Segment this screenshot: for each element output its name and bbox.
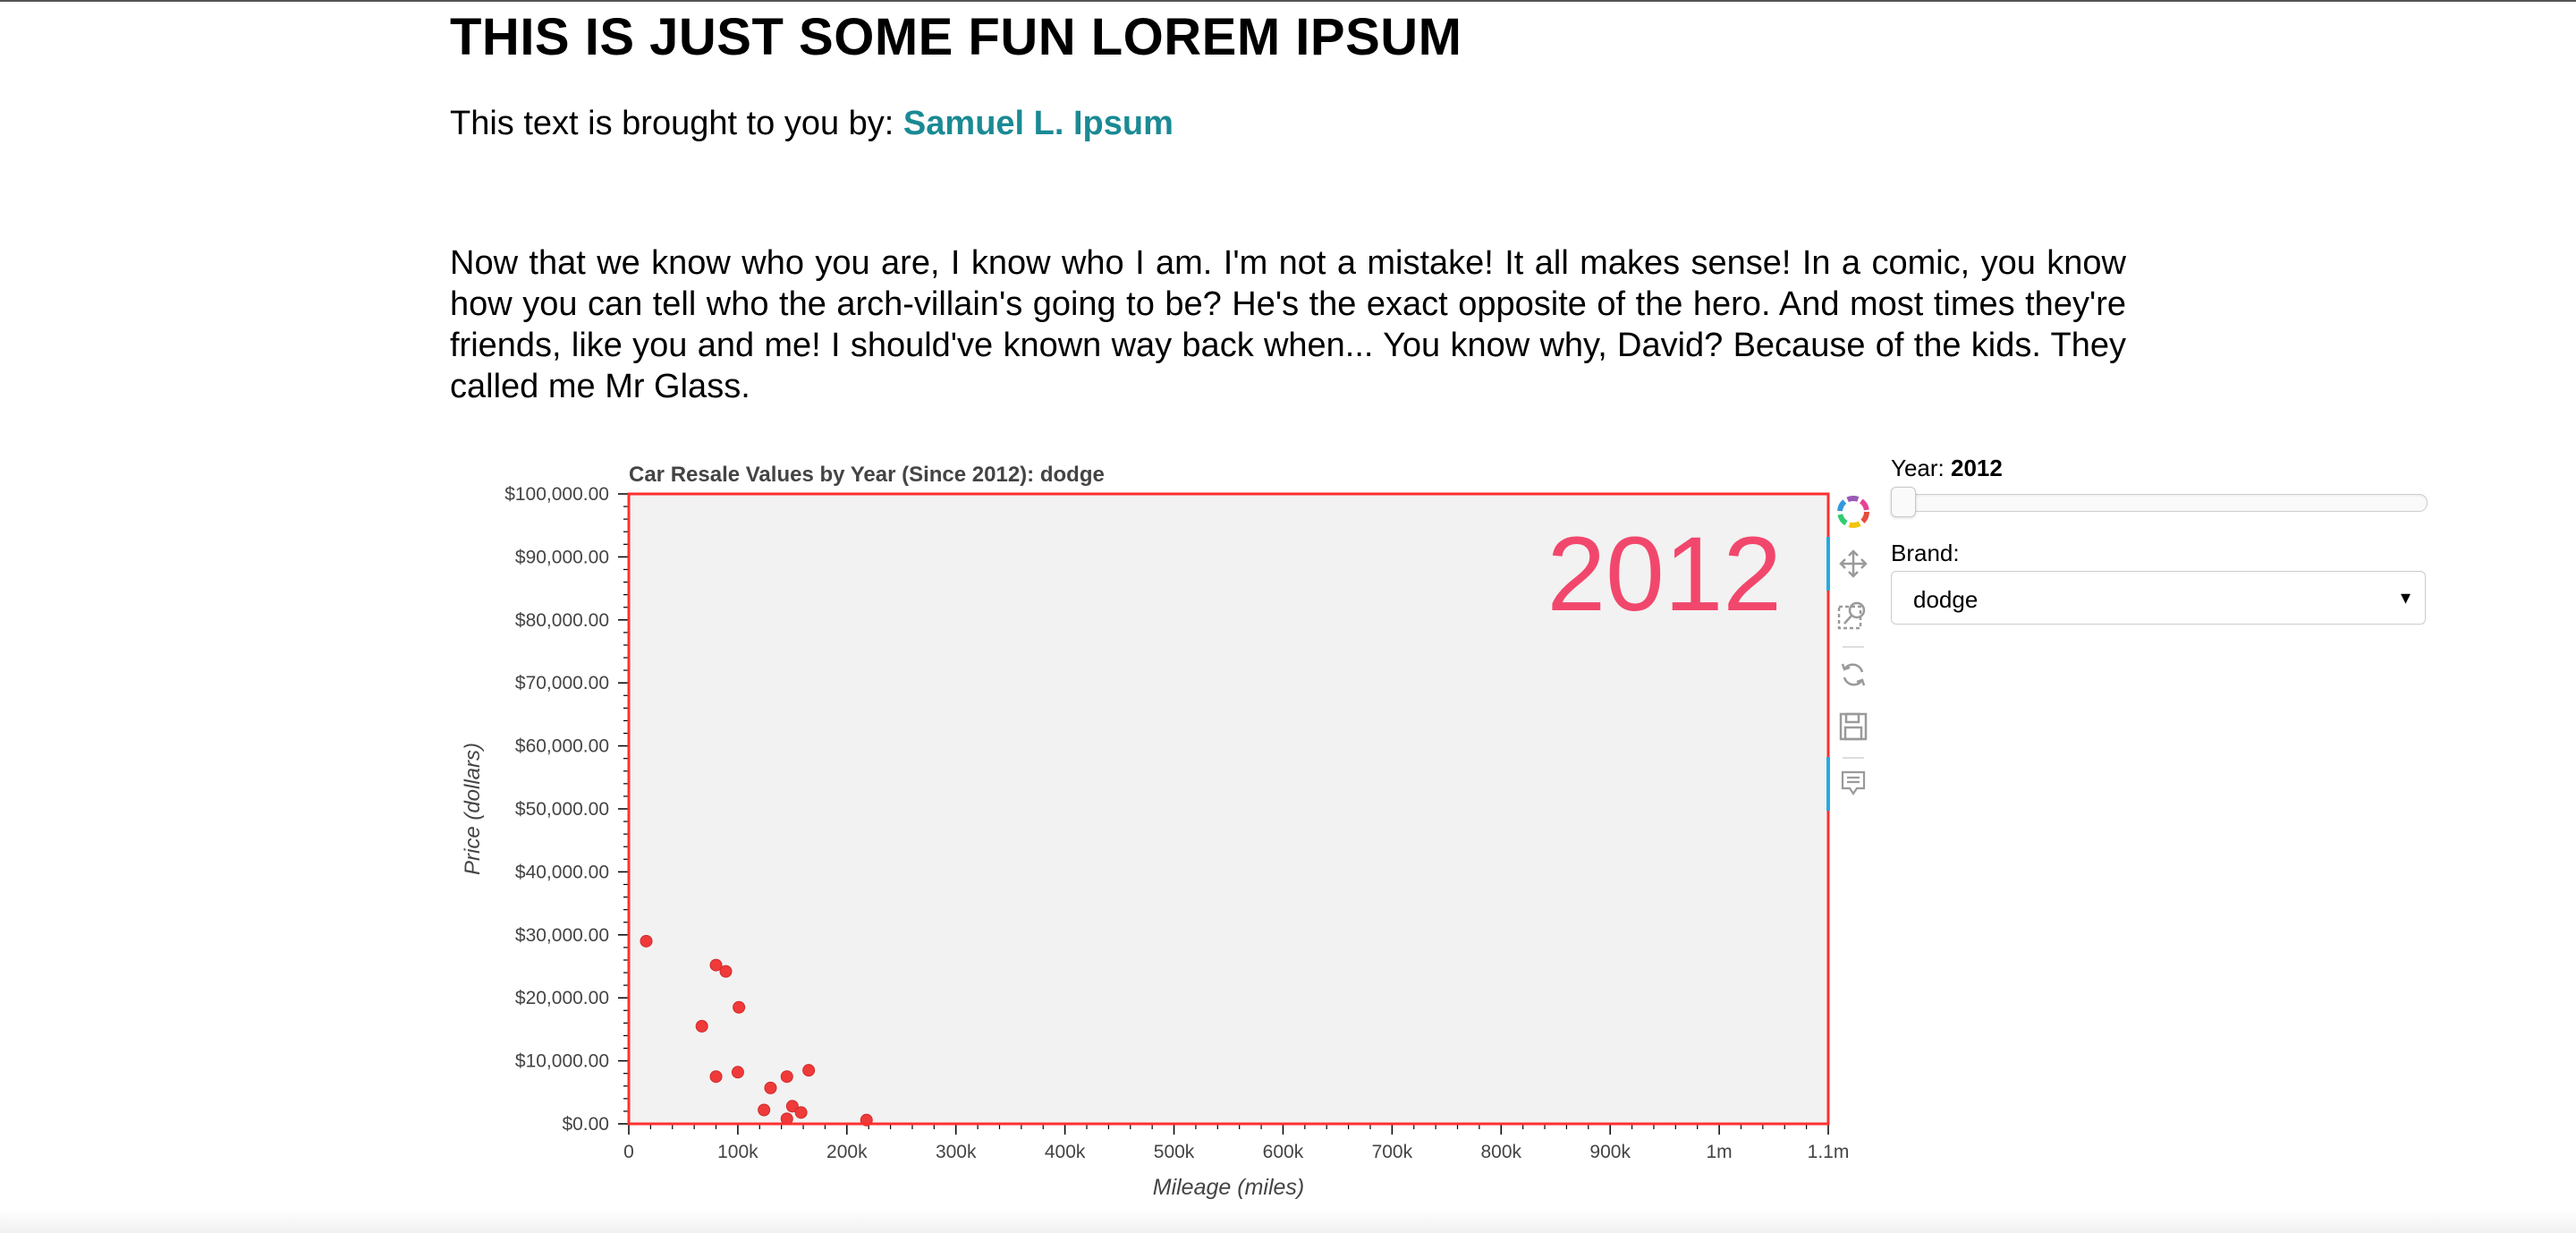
data-point <box>758 1103 771 1117</box>
data-point <box>731 1066 744 1079</box>
author-link[interactable]: Samuel L. Ipsum <box>902 105 1174 142</box>
x-tick-label: 1m <box>1706 1142 1732 1162</box>
x-tick-label: 0 <box>623 1142 634 1162</box>
y-tick-label: $10,000.00 <box>515 1051 609 1072</box>
x-axis-label: Mileage (miles) <box>1153 1175 1304 1200</box>
page-title: THIS IS JUST SOME FUN LOREM IPSUM <box>450 8 1462 66</box>
brand-label: Brand: <box>1891 540 1960 566</box>
year-slider[interactable] <box>1891 494 2428 512</box>
data-point <box>733 1000 746 1014</box>
data-point <box>719 965 733 978</box>
pan-icon[interactable] <box>1832 542 1875 585</box>
body-paragraph: Now that we know who you are, I know who… <box>450 244 2126 405</box>
year-label: Year: 2012 <box>1891 455 2003 481</box>
x-tick-label: 1.1m <box>1808 1142 1850 1162</box>
x-tick-label: 400k <box>1045 1142 1086 1162</box>
box-zoom-icon[interactable] <box>1832 594 1875 637</box>
data-point <box>764 1081 777 1094</box>
data-point <box>640 934 653 948</box>
data-point <box>780 1070 793 1084</box>
y-axis-label: Price (dollars) <box>461 743 485 875</box>
y-tick-label: $40,000.00 <box>515 862 609 882</box>
x-tick-label: 200k <box>826 1142 868 1162</box>
chart-title: Car Resale Values by Year (Since 2012): … <box>629 463 1105 487</box>
x-tick-label: 500k <box>1154 1142 1195 1162</box>
brand-select-value: dodge <box>1913 586 1979 613</box>
page-bottom-shadow <box>0 1210 2576 1233</box>
bokeh-logo-icon[interactable] <box>1832 490 1875 533</box>
y-tick-label: $70,000.00 <box>515 673 609 693</box>
byline: This text is brought to you by: Samuel L… <box>450 100 1174 147</box>
active-tool-indicator <box>1826 537 1830 591</box>
brand-select[interactable]: dodge ▾ <box>1891 571 2426 625</box>
y-tick-label: $0.00 <box>562 1114 609 1135</box>
plot-area <box>629 494 1828 1124</box>
data-point <box>709 1070 723 1084</box>
y-tick-label: $100,000.00 <box>504 484 609 505</box>
y-tick-label: $50,000.00 <box>515 799 609 820</box>
x-tick-label: 700k <box>1372 1142 1413 1162</box>
x-tick-label: 900k <box>1589 1142 1631 1162</box>
byline-prefix: This text is brought to you by: <box>450 105 894 142</box>
hover-icon[interactable] <box>1832 762 1875 805</box>
year-value: 2012 <box>1951 455 2003 481</box>
year-slider-handle[interactable] <box>1891 487 1916 517</box>
x-tick-label: 600k <box>1263 1142 1304 1162</box>
y-tick-label: $60,000.00 <box>515 736 609 757</box>
active-tool-indicator <box>1826 757 1830 811</box>
toolbar-divider <box>1843 757 1864 759</box>
y-tick-label: $20,000.00 <box>515 988 609 1008</box>
y-tick-label: $90,000.00 <box>515 547 609 567</box>
save-icon[interactable] <box>1832 705 1875 748</box>
data-point <box>802 1064 816 1077</box>
year-overlay-label: 2012 <box>1546 515 1782 634</box>
data-point <box>785 1100 799 1113</box>
y-tick-label: $80,000.00 <box>515 610 609 631</box>
data-point <box>695 1019 708 1033</box>
toolbar-divider <box>1843 646 1864 648</box>
data-point <box>794 1106 808 1119</box>
x-tick-label: 800k <box>1480 1142 1521 1162</box>
x-tick-label: 100k <box>717 1142 758 1162</box>
data-point <box>709 958 723 972</box>
x-tick-label: 300k <box>936 1142 977 1162</box>
chevron-down-icon: ▾ <box>2400 586 2411 608</box>
reset-icon[interactable] <box>1832 653 1875 696</box>
top-border <box>0 0 2576 2</box>
y-tick-label: $30,000.00 <box>515 925 609 946</box>
